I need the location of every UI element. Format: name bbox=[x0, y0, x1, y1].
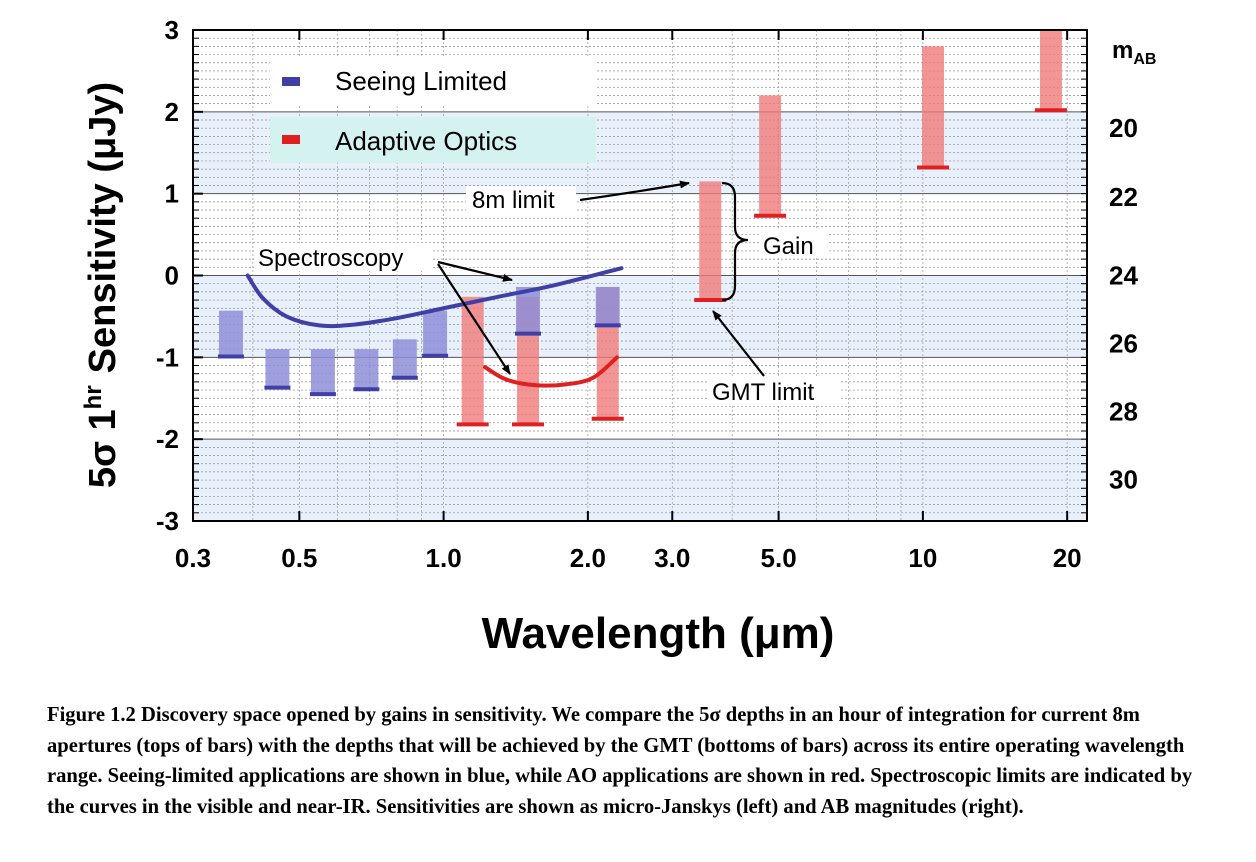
legend-swatch-seeing-limited bbox=[282, 77, 300, 86]
bar-adaptive-optics-6 bbox=[1039, 30, 1062, 111]
bar-seeing-limited-0 bbox=[218, 310, 243, 357]
x-axis-title: Wavelength (μm) bbox=[482, 609, 835, 658]
bar-seeing-limited-2 bbox=[310, 349, 335, 395]
annotation-bg-spectroscopy bbox=[254, 243, 432, 271]
spectroscopy-curve-seeing-limited bbox=[245, 266, 624, 329]
bars bbox=[217, 30, 1067, 427]
right-axis-tick-label: 30 bbox=[1109, 464, 1138, 494]
annotation-gain: Gain bbox=[763, 233, 814, 260]
y-tick-label: 2 bbox=[165, 97, 179, 127]
right-axis-tick-label: 24 bbox=[1109, 261, 1138, 291]
y-tick-label: 3 bbox=[165, 15, 179, 45]
spectroscopy-curve-adaptive-optics bbox=[482, 355, 619, 388]
bar-seeing-limited-7 bbox=[595, 286, 620, 326]
x-tick-label: 2.0 bbox=[570, 543, 606, 573]
annotation-8m-limit: 8m limit bbox=[472, 187, 555, 214]
y-tick-label: 1 bbox=[165, 179, 179, 209]
y-axis-title-prefix: 5σ 1 bbox=[82, 409, 124, 488]
legend-label-adaptive-optics: Adaptive Optics bbox=[335, 126, 517, 156]
legend-box-seeing bbox=[270, 58, 596, 104]
legend: Seeing Limited Adaptive Optics bbox=[270, 58, 596, 163]
figure-caption: Figure 1.2 Discovery space opened by gai… bbox=[47, 704, 1193, 818]
x-tick-label: 0.5 bbox=[281, 543, 317, 573]
x-tick-label: 5.0 bbox=[761, 543, 797, 573]
legend-swatch-adaptive-optics bbox=[282, 135, 300, 144]
y-tick-label: 0 bbox=[165, 261, 179, 291]
bar-seeing-limited-3 bbox=[354, 349, 379, 390]
bar-seeing-limited-4 bbox=[392, 339, 417, 378]
bar-adaptive-optics-4 bbox=[759, 95, 782, 216]
annotation-bg-8m-limit bbox=[466, 186, 576, 212]
bar-seeing-limited-5 bbox=[423, 310, 448, 356]
x-tick-label: 0.3 bbox=[175, 543, 211, 573]
bar-adaptive-optics-3 bbox=[699, 181, 722, 301]
band-1 bbox=[193, 275, 1087, 358]
right-axis-title-subscript: AB bbox=[1133, 51, 1156, 68]
bar-adaptive-optics-0 bbox=[461, 296, 484, 425]
background-bands bbox=[193, 111, 1087, 521]
y-axis-title-main: Sensitivity (μJy) bbox=[82, 82, 124, 373]
legend-box-ao bbox=[270, 117, 596, 163]
right-axis-tick-label: 22 bbox=[1109, 182, 1138, 212]
y-tick-label: -1 bbox=[156, 342, 179, 372]
annotation-bg-gmt-limit bbox=[708, 377, 840, 405]
bar-seeing-limited-1 bbox=[265, 349, 290, 388]
y-axis-title-superscript: hr bbox=[80, 385, 107, 409]
arrow-spectroscopy-blue bbox=[437, 260, 513, 282]
arrow-8m-limit bbox=[579, 180, 690, 202]
y-tick-label: -3 bbox=[156, 506, 179, 536]
legend-label-seeing-limited: Seeing Limited bbox=[335, 66, 507, 96]
arrow-spectroscopy-red bbox=[437, 263, 511, 375]
right-axis-title-main: m bbox=[1112, 37, 1133, 64]
right-axis-title: mAB bbox=[1112, 37, 1156, 68]
bar-seeing-limited-6 bbox=[516, 286, 541, 334]
x-tick-label: 3.0 bbox=[654, 543, 690, 573]
bar-adaptive-optics-5 bbox=[922, 46, 945, 168]
annotation-spectroscopy: Spectroscopy bbox=[258, 245, 403, 272]
gain-brace bbox=[721, 181, 749, 302]
x-tick-label: 20 bbox=[1053, 543, 1082, 573]
band-2 bbox=[193, 439, 1087, 521]
x-tick-label: 10 bbox=[908, 543, 937, 573]
y-axis-title: 5σ 1hr Sensitivity (μJy) bbox=[80, 82, 124, 488]
right-axis-tick-label: 26 bbox=[1109, 328, 1138, 358]
arrow-gmt-limit bbox=[712, 310, 765, 377]
spectroscopy-curves bbox=[245, 266, 624, 388]
y-tick-label: -2 bbox=[156, 424, 179, 454]
x-tick-label: 1.0 bbox=[426, 543, 462, 573]
right-axis-tick-label: 20 bbox=[1109, 113, 1138, 143]
annotation-bg-gain bbox=[760, 230, 828, 258]
annotation-gmt-limit: GMT limit bbox=[712, 379, 815, 406]
right-axis-tick-label: 28 bbox=[1109, 396, 1138, 426]
annotations: Spectroscopy 8m limit Gain GMT limit bbox=[254, 180, 840, 406]
